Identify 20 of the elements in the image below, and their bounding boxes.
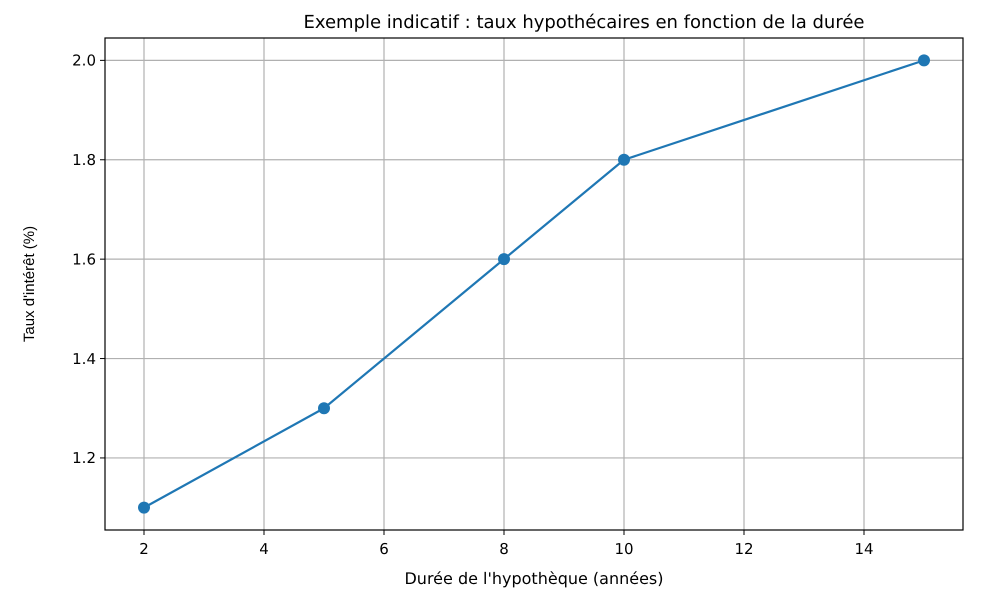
y-tick-label: 2.0: [72, 52, 96, 70]
point: [618, 154, 630, 166]
chart-title: Exemple indicatif : taux hypothécaires en fonction de la durée: [303, 12, 865, 33]
x-tick-label: 8: [499, 540, 509, 558]
x-tick-label: 10: [614, 540, 634, 558]
x-axis-title: Durée de l'hypothèque (années): [404, 569, 664, 588]
point: [318, 402, 330, 414]
x-tick-label: 6: [379, 540, 389, 558]
x-tick-label: 4: [259, 540, 269, 558]
x-tick-label: 12: [734, 540, 754, 558]
y-tick-label: 1.8: [72, 151, 96, 170]
x-tick-label: 14: [854, 540, 874, 558]
y-tick-label: 1.2: [72, 449, 96, 468]
y-axis-title: Taux d'intérêt (%): [21, 226, 38, 342]
y-tick-label: 1.4: [72, 350, 96, 368]
point: [918, 54, 930, 66]
y-tick-label: 1.6: [72, 250, 96, 268]
point: [498, 253, 510, 266]
point: [138, 502, 150, 514]
x-tick-label: 2: [139, 540, 149, 558]
